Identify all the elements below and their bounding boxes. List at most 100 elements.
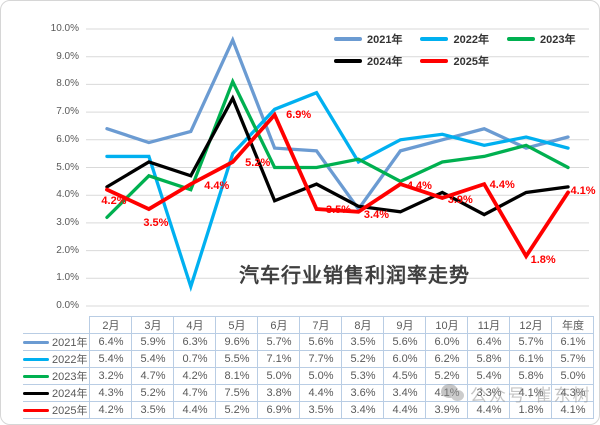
table-cell: 7.7%	[299, 350, 343, 368]
table-row: 2022年 5.4% 5.4% 0.7% 5.5% 7.1% 7.7% 5.2% 6.0% 6.2…	[23, 350, 595, 368]
table-cell: 5.9%	[131, 333, 175, 351]
data-label-2月: 4.2%	[101, 194, 127, 207]
table-cell: 1.8%	[509, 401, 553, 419]
table-cell: 3.6%	[341, 384, 385, 402]
table-cell: 5.2%	[341, 350, 385, 368]
table-cell: 5.2%	[131, 384, 175, 402]
row-header: 2023年	[23, 367, 91, 385]
series-line-2024年	[105, 94, 570, 217]
table-cell: 4.4%	[383, 401, 427, 419]
table-cell: 4.3%	[551, 384, 595, 402]
row-line-icon	[23, 374, 49, 378]
legend-label: 2021年	[367, 33, 403, 46]
row-line-icon	[23, 340, 49, 344]
legend-item-2023年: 2023年	[506, 32, 576, 46]
table-cell: 3.2%	[89, 367, 133, 385]
table-cell: 6.2%	[425, 350, 469, 368]
table-cell: 4.2%	[173, 367, 217, 385]
table-cell: 5.4%	[131, 350, 175, 368]
table-row: 2023年 3.2% 4.7% 4.2% 8.1% 5.0% 5.0% 5.3% 4.5% 5.2…	[23, 367, 595, 385]
table-cell: 4.2%	[89, 401, 133, 419]
data-label-8月: 3.4%	[363, 208, 389, 221]
table-cell: 6.3%	[173, 333, 217, 351]
plot-area: 10.0% 9.0% 8.0% 7.0% 6.0% 5.0% 4.0% 3.0% 2.0% 1.0…	[1, 1, 599, 316]
table-cell: 5.2%	[215, 401, 259, 419]
table-cell: 3.8%	[257, 384, 301, 402]
column-header: 9月	[383, 316, 427, 334]
legend-line-icon	[506, 36, 535, 41]
chart-title: 汽车行业销售利润率走势	[239, 265, 470, 287]
column-header: 7月	[299, 316, 343, 334]
row-label: 2025年	[52, 405, 88, 417]
table-cell: 4.1%	[509, 384, 553, 402]
data-label-5月: 5.2%	[245, 156, 271, 169]
y-tick-label: 8.0%	[56, 78, 79, 90]
column-header: 6月	[257, 316, 301, 334]
data-label-9月: 4.4%	[406, 180, 432, 193]
legend-line-icon	[420, 58, 449, 63]
legend-label: 2024年	[367, 55, 403, 68]
table-cell: 8.1%	[215, 367, 259, 385]
y-tick-label: 4.0%	[56, 189, 79, 201]
row-label: 2021年	[52, 337, 88, 349]
table-row: 2024年 4.3% 5.2% 4.7% 7.5% 3.8% 4.4% 3.6% 3.4% 4.1…	[23, 384, 595, 402]
table-cell: 4.3%	[89, 384, 133, 402]
legend-item-2024年: 2024年	[334, 54, 403, 68]
table-cell: 6.9%	[257, 401, 301, 419]
table-cell: 5.2%	[425, 367, 469, 385]
table-cell: 4.4%	[299, 384, 343, 402]
table-cell: 5.6%	[299, 333, 343, 351]
legend-line-icon	[420, 36, 449, 41]
table-cell: 6.1%	[509, 350, 553, 368]
table-cell: 5.5%	[215, 350, 259, 368]
table-cell: 5.0%	[299, 367, 343, 385]
table-cell: 3.3%	[467, 384, 511, 402]
row-line-icon	[23, 357, 49, 361]
data-table: 2月 3月 4月 5月 6月 7月 8月 9月 10月 11月 12月 年度 2021年 6.4% 5.9%…	[23, 316, 595, 419]
y-tick-label: 0.0%	[56, 300, 79, 311]
series-line-2022年	[105, 90, 570, 293]
data-label-4月: 4.4%	[204, 180, 230, 193]
table-cell: 5.4%	[89, 350, 133, 368]
table-cell: 4.4%	[173, 401, 217, 419]
table-cell: 3.9%	[425, 401, 469, 419]
line-chart	[86, 28, 589, 307]
series-line-2021年	[105, 35, 570, 212]
row-header: 2024年	[23, 384, 91, 402]
y-tick-label: 2.0%	[56, 244, 79, 256]
table-cell: 5.4%	[467, 367, 511, 385]
table-cell: 6.4%	[89, 333, 133, 351]
table-cell: 5.3%	[341, 367, 385, 385]
table-cell: 5.7%	[509, 333, 553, 351]
table-cell: 6.4%	[467, 333, 511, 351]
legend-label: 2022年	[453, 33, 489, 46]
table-cell: 4.4%	[467, 401, 511, 419]
table-cell: 3.5%	[341, 333, 385, 351]
legend-line-icon	[334, 58, 362, 63]
row-label: 2022年	[52, 354, 88, 366]
y-tick-label: 10.0%	[50, 23, 79, 34]
column-header: 年度	[551, 316, 595, 334]
table-cell: 4.1%	[551, 401, 595, 419]
legend-label: 2023年	[539, 33, 576, 46]
table-cell: 7.5%	[215, 384, 259, 402]
table-cell: 5.8%	[509, 367, 553, 385]
table-cell: 0.7%	[173, 350, 217, 368]
chart-legend: 2021年 2022年 2023年 2024年 2025年	[334, 32, 594, 68]
row-label: 2023年	[52, 371, 88, 383]
table-cell: 3.4%	[341, 401, 385, 419]
data-label-6月: 6.9%	[286, 108, 312, 121]
legend-line-icon	[334, 36, 362, 41]
data-label-3月: 3.5%	[143, 217, 169, 230]
y-tick-label: 3.0%	[56, 216, 79, 228]
table-cell: 7.1%	[257, 350, 301, 368]
data-label-11月: 4.4%	[489, 179, 515, 192]
table-cell: 5.8%	[467, 350, 511, 368]
table-cell: 5.0%	[551, 367, 595, 385]
table-cell: 4.7%	[131, 367, 175, 385]
table-cell: 3.5%	[131, 401, 175, 419]
column-header: 10月	[425, 316, 469, 334]
table-cell: 3.5%	[299, 401, 343, 419]
table-cell: 4.5%	[383, 367, 427, 385]
